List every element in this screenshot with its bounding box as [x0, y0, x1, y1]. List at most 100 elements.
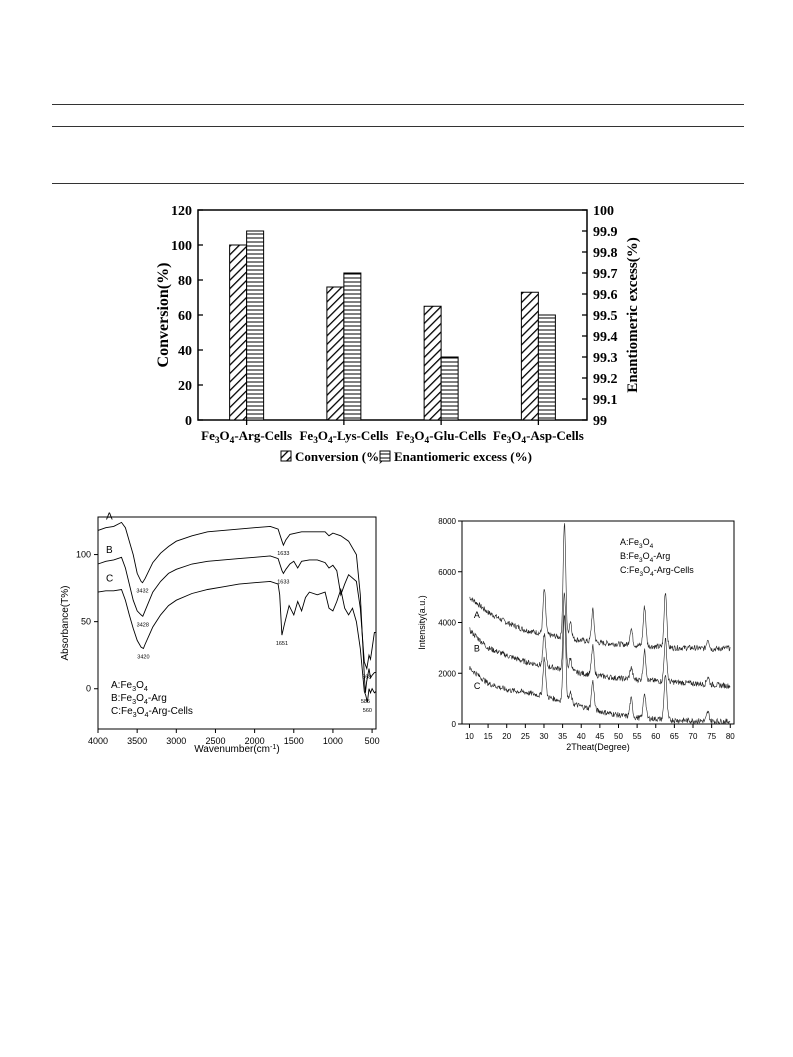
- legend-label: A:Fe3​O4​: [620, 537, 654, 550]
- legend-label: C:Fe3​O4​-Arg-Cells: [620, 565, 694, 578]
- peak-annotation: 585: [361, 699, 370, 705]
- legend-label: B:Fe3​O4​-Arg: [620, 551, 670, 564]
- x-tick-label: 70: [689, 732, 698, 741]
- curve-letter: A: [106, 512, 113, 523]
- curve-letter: C: [474, 681, 481, 691]
- y2-tick-label: 99.7: [593, 267, 618, 282]
- y-tick-label: 100: [171, 239, 192, 254]
- legend-label: B:Fe3​O4​-Arg: [111, 693, 167, 706]
- y-tick-label: 0: [452, 720, 457, 729]
- y2-tick-label: 99.1: [593, 393, 618, 408]
- y-tick-label: 100: [76, 550, 91, 560]
- legend-label: A:Fe3​O4​: [111, 680, 148, 693]
- y-axis-title: Conversion(%): [155, 263, 172, 368]
- y2-tick-label: 100: [593, 204, 614, 219]
- x-tick-label: 4000: [88, 736, 108, 746]
- y-tick-label: 20: [178, 379, 192, 394]
- legend-label: C:Fe3​O4​-Arg-Cells: [111, 706, 193, 719]
- bar-chart: 0 20 40 60 80 100 120 99 99.1 99.2 99.3 99.4 99.5 99.…: [155, 204, 641, 464]
- ftir-chart: 4000 3500 3000 2500 2000 1500 1000 500 0 50 100 Wav…: [60, 512, 380, 755]
- curve-letter: C: [106, 573, 113, 584]
- y-tick-label: 6000: [438, 568, 456, 577]
- x-tick-label: 60: [651, 732, 660, 741]
- xrd-curve: [469, 523, 731, 653]
- x-category-label: Fe3​O4​-Asp-Cells: [493, 428, 584, 446]
- curve-letter: B: [474, 643, 480, 653]
- y-tick-label: 8000: [438, 517, 456, 526]
- xrd-chart: 10 15 20 25 30 35 40 45 50 55 60 65 70 75 80 0 2000 4000 6…: [417, 517, 735, 752]
- x-tick-label: 2000: [245, 736, 265, 746]
- x-tick-label: 3000: [166, 736, 186, 746]
- curve-letter: A: [474, 610, 480, 620]
- peak-annotation: 1633: [277, 579, 289, 585]
- y2-tick-label: 99.3: [593, 351, 618, 366]
- x-tick-label: 10: [465, 732, 474, 741]
- y-tick-label: 0: [86, 684, 91, 694]
- x-tick-label: 500: [365, 736, 380, 746]
- y-axis-title: Absorbance(T%): [60, 585, 71, 660]
- x-tick-label: 50: [614, 732, 623, 741]
- xrd-curve: [469, 614, 731, 725]
- y2-tick-label: 99.6: [593, 288, 618, 303]
- plot-frame: [461, 520, 735, 725]
- peak-annotation: 568: [362, 675, 371, 681]
- x-tick-label: 30: [540, 732, 549, 741]
- peak-annotation: 3432: [136, 589, 148, 595]
- ftir-curve: [97, 555, 376, 671]
- y2-tick-label: 99.4: [593, 330, 618, 345]
- bar-enantiomeric-excess: [343, 272, 362, 421]
- ftir-curve: [97, 521, 376, 693]
- y-tick-label: 80: [178, 274, 192, 289]
- x-tick-label: 80: [726, 732, 735, 741]
- x-axis-title: Wavenumber(cm-1​): [194, 742, 280, 755]
- bar-enantiomeric-excess: [440, 356, 459, 421]
- x-category-label: Fe3​O4​-Arg-Cells: [201, 428, 292, 446]
- x-tick-label: 15: [484, 732, 493, 741]
- y-tick-label: 60: [178, 309, 192, 324]
- x-tick-label: 20: [502, 732, 511, 741]
- x-tick-label: 2500: [205, 736, 225, 746]
- x-category-label: Fe3​O4​-Lys-Cells: [299, 428, 388, 446]
- peak-annotation: 560: [363, 708, 372, 714]
- y2-tick-label: 99.5: [593, 309, 618, 324]
- x-tick-label: 65: [670, 732, 679, 741]
- x-tick-label: 1500: [284, 736, 304, 746]
- x-tick-label: 75: [707, 732, 716, 741]
- x-tick-label: 45: [595, 732, 604, 741]
- bar-enantiomeric-excess: [246, 230, 265, 421]
- peak-annotation: 1633: [277, 551, 289, 557]
- y-tick-label: 0: [185, 414, 192, 429]
- peak-annotation: 1651: [276, 641, 288, 647]
- legend-swatch-ee: [379, 450, 391, 462]
- table-top-rule: [52, 104, 744, 105]
- table-header-rule: [52, 126, 744, 127]
- y2-axis-title: Enantiomeric excess(%): [625, 237, 641, 392]
- peak-annotation: 3420: [137, 654, 149, 660]
- y-axis-title: Intensity(a.u.): [417, 595, 427, 650]
- x-tick-label: 25: [521, 732, 530, 741]
- x-tick-label: 3500: [127, 736, 147, 746]
- legend-label-conversion: Conversion (%): [295, 449, 383, 464]
- bar-enantiomeric-excess: [537, 314, 556, 421]
- y2-tick-label: 99: [593, 414, 607, 429]
- curve-letter: B: [106, 545, 113, 556]
- y-tick-label: 4000: [438, 619, 456, 628]
- y-tick-label: 2000: [438, 669, 456, 678]
- y-tick-label: 40: [178, 344, 192, 359]
- peak-annotation: 3428: [137, 622, 149, 628]
- y2-tick-label: 99.9: [593, 225, 618, 240]
- x-tick-label: 40: [577, 732, 586, 741]
- xrd-curve: [469, 592, 731, 689]
- ftir-curve: [97, 580, 377, 703]
- x-tick-label: 35: [558, 732, 567, 741]
- legend-swatch-conversion: [280, 450, 292, 462]
- x-tick-label: 1000: [323, 736, 343, 746]
- y-tick-label: 120: [171, 204, 192, 219]
- x-axis-title: 2Theat(Degree): [566, 742, 630, 752]
- y2-tick-label: 99.8: [593, 246, 618, 261]
- plot-frame: [97, 516, 377, 730]
- y-tick-label: 50: [81, 617, 91, 627]
- y2-tick-label: 99.2: [593, 372, 618, 387]
- x-category-label: Fe3​O4​-Glu-Cells: [396, 428, 486, 446]
- x-tick-label: 55: [633, 732, 642, 741]
